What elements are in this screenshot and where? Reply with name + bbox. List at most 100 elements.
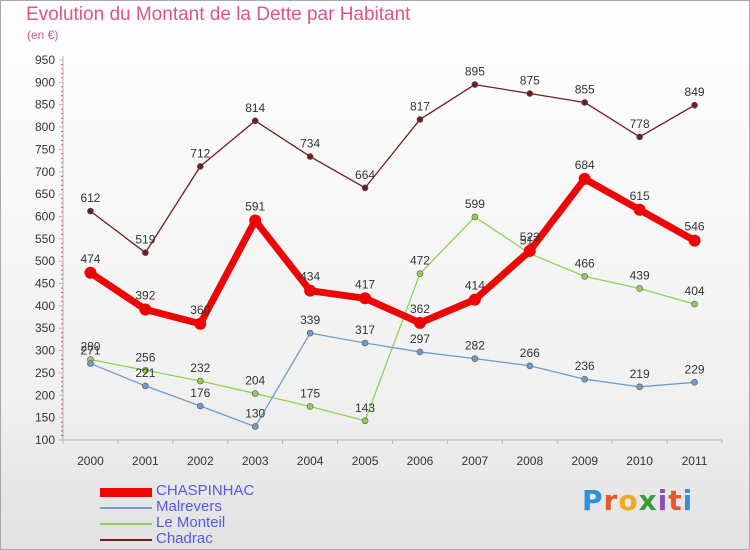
data-label-chadrac: 712 bbox=[190, 146, 210, 160]
data-point-malrevers bbox=[196, 402, 204, 410]
y-tick-label: 250 bbox=[35, 366, 55, 380]
data-label-chaspinhac: 684 bbox=[575, 158, 595, 172]
data-point-chaspinhac bbox=[84, 266, 97, 279]
data-label-le-monteil: 599 bbox=[465, 197, 485, 211]
data-point-chaspinhac bbox=[139, 303, 152, 316]
y-tick-label: 150 bbox=[35, 411, 55, 425]
legend-swatch bbox=[100, 523, 152, 525]
y-tick-label: 300 bbox=[35, 344, 55, 358]
data-label-chadrac: 817 bbox=[410, 99, 430, 113]
data-label-le-monteil: 256 bbox=[135, 350, 155, 364]
data-label-chaspinhac: 474 bbox=[80, 252, 100, 266]
legend-label: Le Monteil bbox=[156, 514, 226, 531]
y-tick-label: 750 bbox=[35, 142, 55, 156]
data-point-chadrac bbox=[361, 184, 369, 192]
y-tick-label: 900 bbox=[35, 75, 55, 89]
data-label-chadrac: 849 bbox=[685, 85, 705, 99]
data-label-malrevers: 297 bbox=[410, 332, 430, 346]
data-point-chaspinhac bbox=[688, 234, 701, 247]
x-tick-label: 2008 bbox=[516, 454, 543, 468]
data-point-malrevers bbox=[526, 362, 534, 370]
data-point-chaspinhac bbox=[633, 203, 646, 216]
legend-swatch bbox=[100, 487, 152, 497]
y-tick-label: 500 bbox=[35, 254, 55, 268]
legend-item: Chadrac bbox=[100, 530, 300, 548]
data-point-chadrac bbox=[471, 81, 479, 88]
data-label-malrevers: 130 bbox=[245, 407, 265, 421]
x-tick-label: 2005 bbox=[352, 454, 379, 468]
x-tick-label: 2006 bbox=[407, 454, 434, 468]
data-label-chaspinhac: 392 bbox=[135, 288, 155, 302]
data-point-malrevers bbox=[471, 355, 479, 362]
data-point-le-monteil bbox=[306, 403, 314, 410]
legend-label: CHASPINHAC bbox=[156, 482, 255, 499]
data-label-le-monteil: 472 bbox=[410, 254, 430, 268]
y-tick-label: 850 bbox=[35, 98, 55, 112]
brand-letter: t bbox=[668, 484, 683, 517]
data-point-chadrac bbox=[87, 207, 94, 215]
data-label-le-monteil: 439 bbox=[630, 268, 650, 282]
data-label-chadrac: 855 bbox=[575, 82, 595, 96]
data-point-malrevers bbox=[361, 339, 369, 347]
series-line-malrevers bbox=[90, 332, 695, 428]
data-point-le-monteil bbox=[471, 213, 479, 221]
x-tick-label: 2004 bbox=[297, 454, 324, 468]
chart-title: Evolution du Montant de la Dette par Hab… bbox=[26, 4, 411, 25]
brand-letter: i bbox=[682, 484, 694, 517]
y-tick-label: 100 bbox=[35, 433, 55, 447]
legend-item: Malrevers bbox=[100, 498, 300, 516]
x-tick-label: 2007 bbox=[462, 454, 489, 468]
data-label-chaspinhac: 434 bbox=[300, 270, 320, 284]
x-tick-label: 2009 bbox=[571, 454, 598, 468]
legend-label: Chadrac bbox=[156, 530, 213, 547]
series-line-chadrac bbox=[90, 83, 695, 254]
brand-letter: P bbox=[582, 484, 604, 517]
data-label-chadrac: 664 bbox=[355, 168, 375, 182]
data-label-chadrac: 519 bbox=[135, 233, 155, 247]
data-label-chadrac: 734 bbox=[300, 137, 320, 151]
data-label-le-monteil: 204 bbox=[245, 374, 265, 388]
data-label-le-monteil: 232 bbox=[190, 361, 210, 375]
data-label-chaspinhac: 591 bbox=[245, 199, 265, 213]
data-label-chaspinhac: 414 bbox=[465, 279, 485, 293]
y-tick-label: 400 bbox=[35, 299, 55, 313]
data-point-chadrac bbox=[691, 101, 698, 109]
y-tick-label: 600 bbox=[35, 209, 55, 223]
data-label-le-monteil: 404 bbox=[685, 284, 705, 298]
brand-letter: r bbox=[603, 484, 619, 517]
data-label-chaspinhac: 360 bbox=[190, 303, 210, 317]
data-label-chaspinhac: 546 bbox=[685, 220, 705, 234]
data-label-chaspinhac: 417 bbox=[355, 277, 375, 291]
data-label-chaspinhac: 362 bbox=[410, 302, 430, 316]
x-tick-label: 2001 bbox=[132, 454, 159, 468]
data-point-le-monteil bbox=[581, 273, 589, 280]
data-label-chadrac: 612 bbox=[80, 191, 100, 205]
data-point-chadrac bbox=[251, 117, 259, 125]
data-label-malrevers: 266 bbox=[520, 346, 540, 360]
data-label-chadrac: 895 bbox=[465, 65, 485, 79]
data-point-chaspinhac bbox=[578, 172, 591, 185]
data-label-le-monteil: 175 bbox=[300, 386, 320, 400]
data-label-le-monteil: 466 bbox=[575, 256, 595, 270]
data-point-le-monteil bbox=[196, 377, 204, 385]
data-point-chadrac bbox=[526, 90, 534, 97]
data-label-chadrac: 814 bbox=[245, 101, 265, 115]
y-tick-label: 800 bbox=[35, 120, 55, 134]
chart-legend: CHASPINHAC Malrevers Le Monteil Chadrac bbox=[100, 482, 300, 548]
data-point-malrevers bbox=[581, 375, 589, 383]
x-tick-label: 2010 bbox=[626, 454, 653, 468]
data-point-le-monteil bbox=[636, 285, 643, 292]
data-point-malrevers bbox=[416, 348, 424, 356]
data-point-chaspinhac bbox=[523, 244, 536, 257]
data-point-malrevers bbox=[87, 360, 94, 367]
data-label-malrevers: 236 bbox=[575, 359, 595, 373]
data-point-le-monteil bbox=[361, 417, 369, 425]
data-point-malrevers bbox=[142, 382, 149, 390]
brand-letter: x bbox=[638, 484, 658, 517]
data-point-malrevers bbox=[691, 379, 698, 386]
legend-item: Le Monteil bbox=[100, 514, 300, 532]
data-label-malrevers: 221 bbox=[135, 366, 155, 380]
x-tick-label: 2002 bbox=[187, 454, 214, 468]
